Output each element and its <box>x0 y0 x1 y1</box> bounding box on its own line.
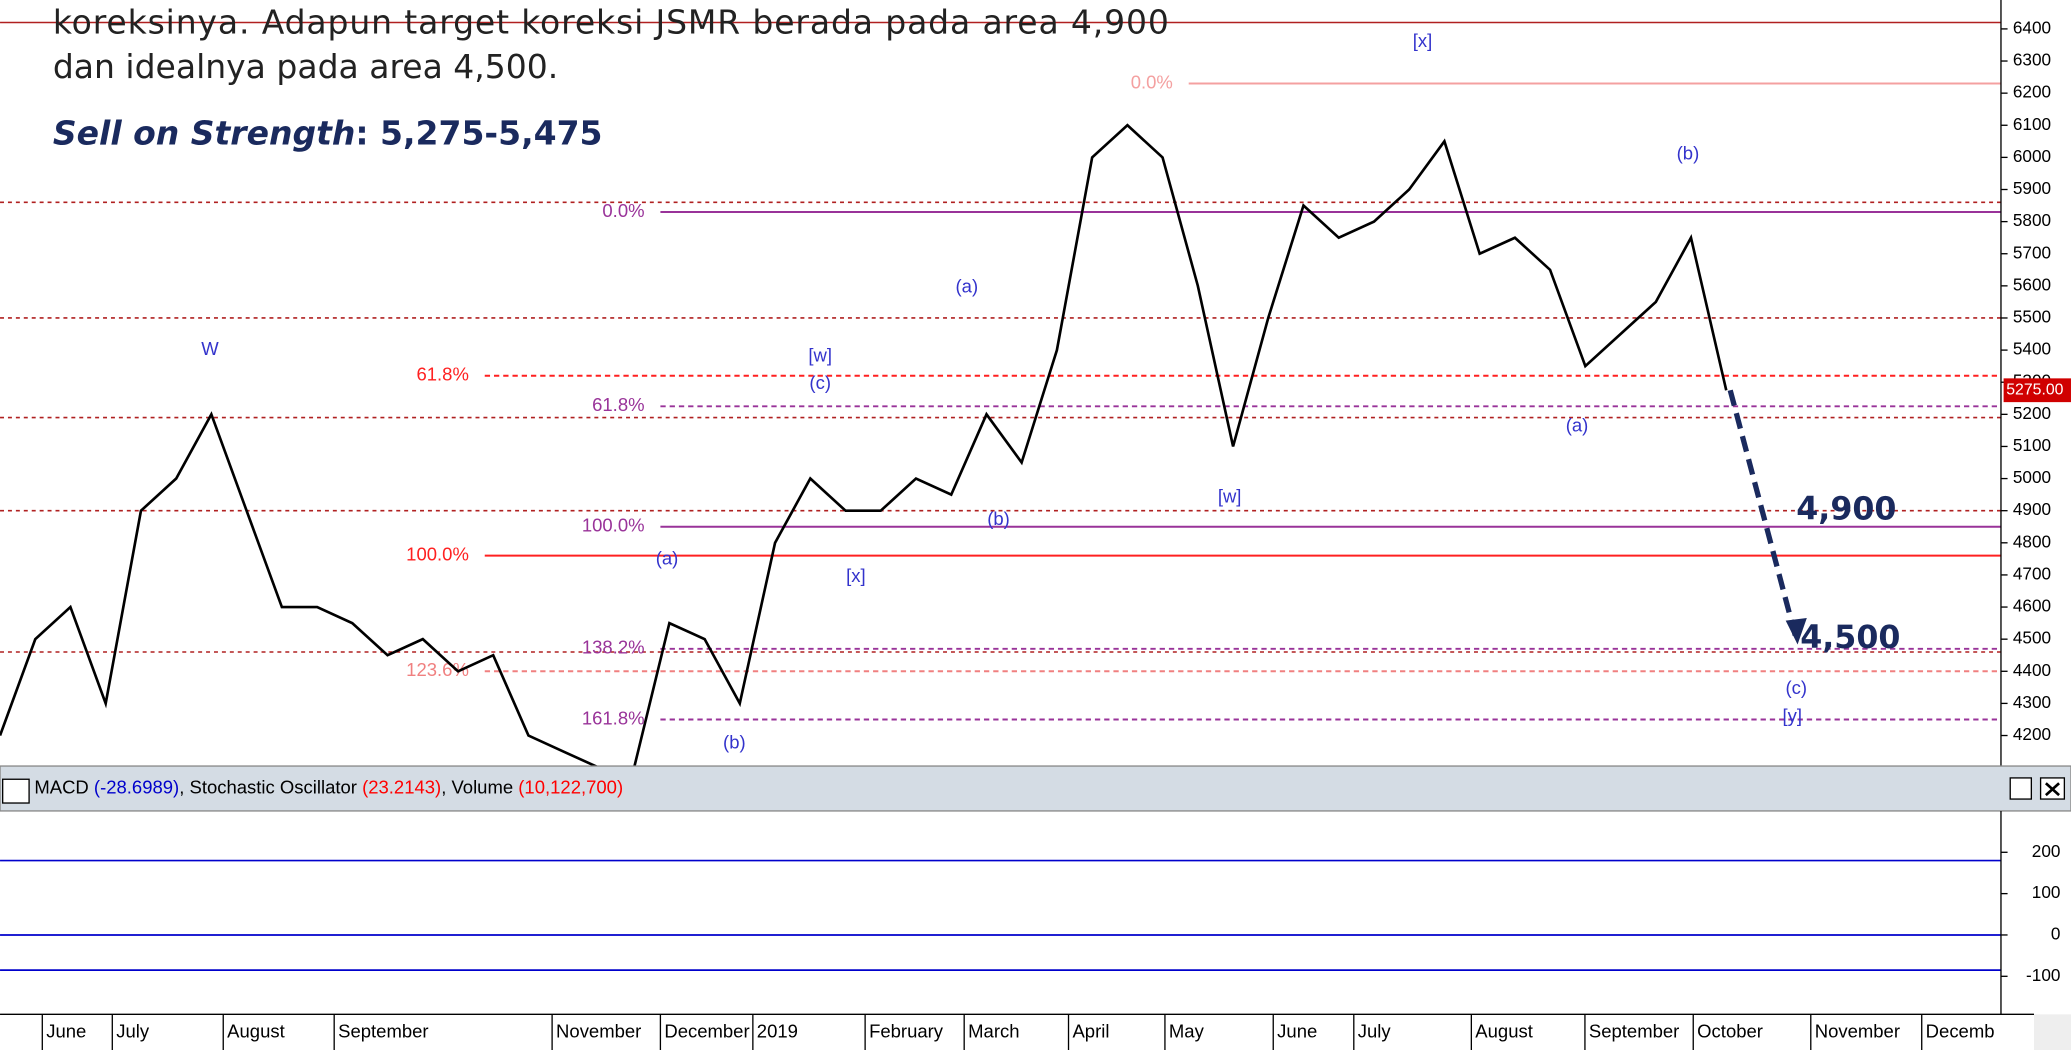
fib-label: 61.8% <box>592 394 644 415</box>
y-tick-label: 6200 <box>2013 82 2051 102</box>
wave-label: (b) <box>987 508 1010 529</box>
wave-label: W <box>201 338 219 359</box>
x-tick-label: July <box>1358 1021 1392 1042</box>
x-tick-label: July <box>116 1021 150 1042</box>
y-tick-label: 5600 <box>2013 274 2051 294</box>
y-tick-label: 4300 <box>2013 692 2051 712</box>
y-tick-label: 4500 <box>2013 628 2051 648</box>
fib-label: 138.2% <box>582 637 645 658</box>
x-tick-label: August <box>1475 1021 1533 1042</box>
x-tick-label: November <box>1815 1021 1900 1042</box>
indicator-title: MACD (-28.6989), Stochastic Oscillator (… <box>34 776 623 797</box>
fib-label: 100.0% <box>582 515 645 536</box>
last-price-label: 5275.00 <box>2006 381 2063 398</box>
x-tick-label: August <box>227 1021 285 1042</box>
strategy-value: : 5,275-5,475 <box>355 113 602 152</box>
x-tick-label: December <box>664 1021 749 1042</box>
x-tick-label: April <box>1072 1021 1109 1042</box>
y-tick-label: 6000 <box>2013 146 2051 166</box>
indicator-name: MACD <box>34 776 94 797</box>
wave-label: [w] <box>1218 486 1242 507</box>
y-tick-label: 4200 <box>2013 724 2051 744</box>
y-tick-label: 6100 <box>2013 114 2051 134</box>
y-tick-label: 100 <box>2032 882 2061 902</box>
time-axis-labels: June July August September November December 2… <box>41 1014 1995 1050</box>
y-tick-label: 6300 <box>2013 50 2051 70</box>
strategy: Sell on Strength: 5,275-5,475 <box>53 113 603 152</box>
fib-label: 161.8% <box>582 707 645 728</box>
indicator-value: (23.2143) <box>362 776 441 797</box>
wave-label: (b) <box>723 731 746 752</box>
wave-label: (a) <box>656 548 679 569</box>
x-tick-label: September <box>338 1021 428 1042</box>
x-tick-label: November <box>556 1021 641 1042</box>
last-price-box <box>2003 378 2071 403</box>
close-icon <box>2044 782 2060 797</box>
y-tick-label: 5200 <box>2013 403 2051 423</box>
x-tick-label: June <box>46 1021 86 1042</box>
x-tick-label: May <box>1169 1021 1205 1042</box>
price-line <box>0 123 1728 767</box>
indicator-value: (10,122,700) <box>518 776 623 797</box>
maximize-button[interactable] <box>2009 777 2033 800</box>
x-tick-label: 2019 <box>757 1021 798 1042</box>
wave-label: (a) <box>956 276 979 297</box>
arrow-head <box>1785 618 1807 645</box>
corner <box>2033 1014 2071 1050</box>
strategy-label: Sell on Strength <box>53 113 356 152</box>
y-tick-label: 5100 <box>2013 435 2051 455</box>
y-tick-label: 5000 <box>2013 467 2051 487</box>
y-tick-label: 4700 <box>2013 563 2051 583</box>
paragraph-line: dan idealnya pada area 4,500. <box>53 47 558 86</box>
y-tick-label: 4600 <box>2013 596 2051 616</box>
y-tick-label: 5900 <box>2013 178 2051 198</box>
fib-label: 0.0% <box>602 200 644 221</box>
y-tick-label: 4800 <box>2013 531 2051 551</box>
indicator-name: , Stochastic Oscillator <box>179 776 362 797</box>
y-tick-label: 0 <box>2051 923 2061 943</box>
y-tick-label: 5700 <box>2013 242 2051 262</box>
wave-label: [w] <box>808 344 832 365</box>
wave-label: (a) <box>1566 414 1589 435</box>
indicator-value: (-28.6989) <box>94 776 179 797</box>
forecast-arrow <box>1727 389 1799 640</box>
y-tick-label: 200 <box>2032 841 2061 861</box>
wave-label: (c) <box>1785 677 1807 698</box>
wave-label: (c) <box>809 372 831 393</box>
x-tick-label: June <box>1277 1021 1317 1042</box>
panel-icon <box>2 778 30 804</box>
wave-label: (b) <box>1677 142 1700 163</box>
y-tick-label: 5500 <box>2013 307 2051 327</box>
y-tick-label: 6400 <box>2013 17 2051 37</box>
fib-label: 0.0% <box>1131 71 1173 92</box>
y-tick-label: 4900 <box>2013 499 2051 519</box>
price-pane: 4200 4300 4400 4500 4600 4700 4800 4900 5000 5100… <box>0 17 2071 767</box>
indicator-pane: 200 100 0 -100 <box>0 841 2060 985</box>
indicator-header <box>0 765 2071 812</box>
fib-label: 100.0% <box>406 544 469 565</box>
x-tick-label: October <box>1697 1021 1763 1042</box>
text-overlay: koreksinya. Adapun target koreksi JSMR b… <box>53 2 1169 152</box>
target-label: 4,900 <box>1796 492 1896 528</box>
target-label: 4,500 <box>1800 620 1900 656</box>
indicator-name: , Volume <box>441 776 518 797</box>
y-tick-label: 5800 <box>2013 210 2051 230</box>
wave-label: [x] <box>1413 30 1433 51</box>
fib-label: 123.6% <box>406 659 469 680</box>
x-tick-label: Decemb <box>1926 1021 1995 1042</box>
y-tick-label: -100 <box>2026 965 2060 985</box>
y-tick-label: 5400 <box>2013 339 2051 359</box>
price-series <box>0 123 1728 767</box>
x-tick-label: February <box>869 1021 944 1042</box>
y-tick-label: 4400 <box>2013 660 2051 680</box>
fib-label: 61.8% <box>416 364 468 385</box>
x-tick-label: March <box>968 1021 1019 1042</box>
paragraph-line: koreksinya. Adapun target koreksi JSMR b… <box>53 2 1169 41</box>
wave-label: [y] <box>1783 705 1803 726</box>
wave-label: [x] <box>846 565 866 586</box>
x-tick-label: September <box>1589 1021 1679 1042</box>
